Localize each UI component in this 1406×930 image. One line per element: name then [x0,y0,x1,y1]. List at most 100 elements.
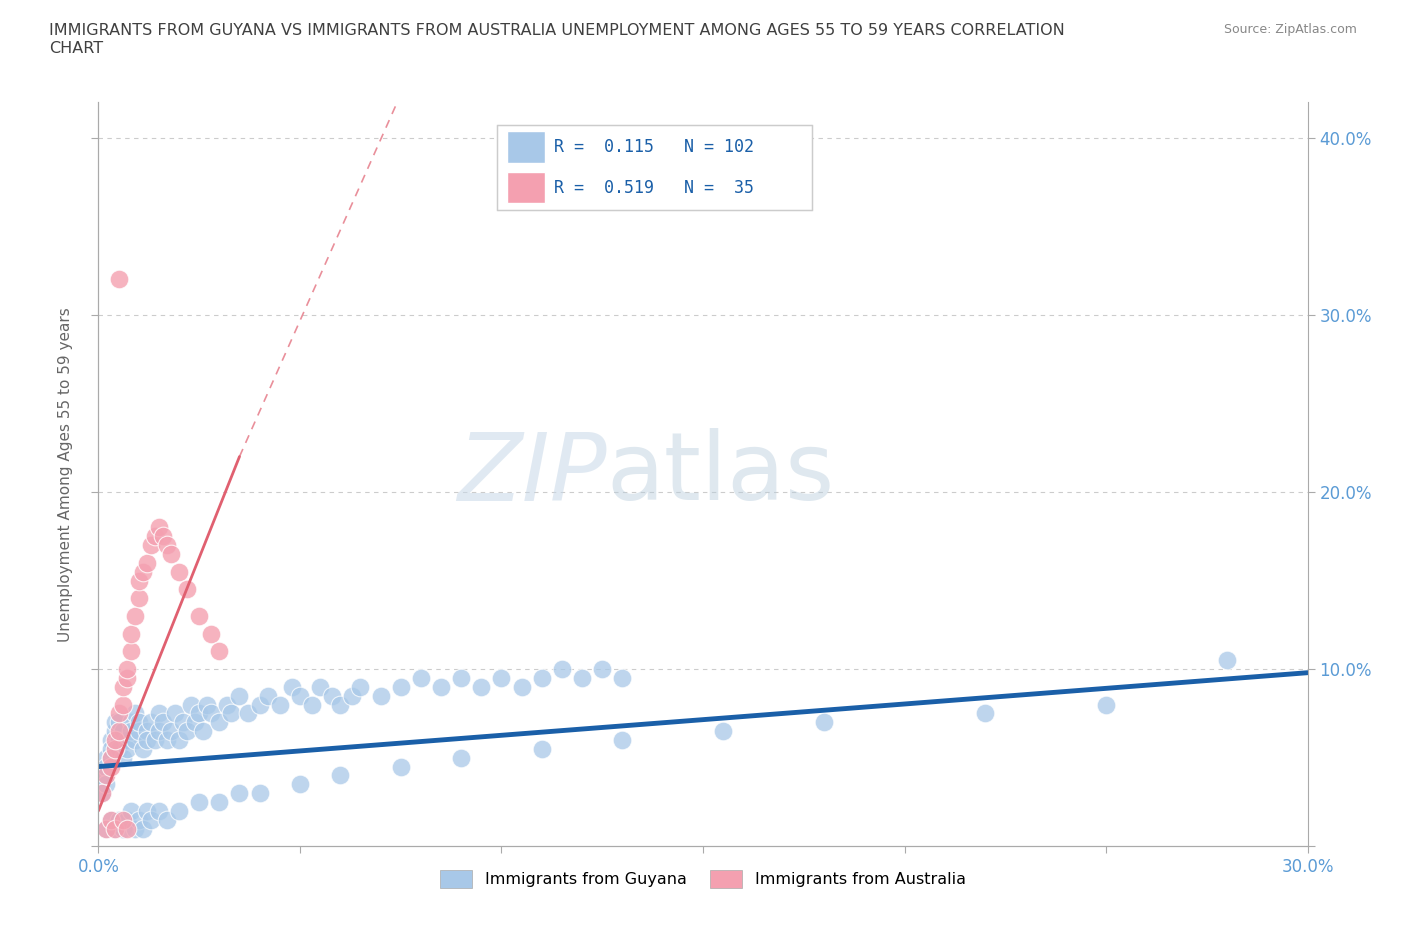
Point [309,680,332,695]
Point [132,741,155,756]
Point [551,662,574,677]
Point [115,741,138,756]
Point [100,733,122,748]
Point [103,715,125,730]
Point [236,706,259,721]
Point [143,733,166,748]
Point [100,812,122,827]
Point [208,644,231,658]
Point [342,688,364,703]
Point [111,812,134,827]
Legend: Immigrants from Guyana, Immigrants from Australia: Immigrants from Guyana, Immigrants from … [433,864,973,894]
Point [176,582,198,597]
Point [120,644,142,658]
Point [143,529,166,544]
Point [193,724,215,738]
Point [591,662,613,677]
Point [115,662,138,677]
Point [115,812,138,827]
Point [139,538,162,552]
Point [111,724,134,738]
Point [120,715,142,730]
Point [107,272,129,286]
Point [91,768,114,783]
Point [103,821,125,836]
Point [115,733,138,748]
Point [228,688,250,703]
Point [128,573,150,588]
Point [163,706,186,721]
Point [156,733,179,748]
Point [450,751,472,765]
Point [124,706,146,721]
Point [107,741,129,756]
Point [135,555,157,570]
Point [329,768,352,783]
Point [96,777,118,791]
Point [100,741,122,756]
Point [249,698,271,712]
Point [1216,653,1239,668]
Point [124,608,146,623]
Point [115,671,138,685]
Text: IMMIGRANTS FROM GUYANA VS IMMIGRANTS FROM AUSTRALIA UNEMPLOYMENT AMONG AGES 55 T: IMMIGRANTS FROM GUYANA VS IMMIGRANTS FRO… [49,23,1064,56]
Point [370,688,392,703]
Point [111,821,134,836]
Point [107,724,129,738]
Point [711,724,734,738]
Point [152,529,174,544]
Point [188,608,211,623]
Point [120,804,142,818]
Point [612,733,634,748]
Point [1095,698,1118,712]
Point [107,706,129,721]
Point [249,786,271,801]
Point [135,733,157,748]
Point [111,680,134,695]
Point [148,804,170,818]
Point [156,812,179,827]
Point [208,715,231,730]
Text: ZIP: ZIP [457,429,606,520]
Point [103,821,125,836]
Point [281,680,304,695]
Point [167,733,190,748]
Point [120,724,142,738]
Point [100,759,122,774]
Point [128,812,150,827]
Point [128,591,150,605]
Point [156,538,179,552]
Point [135,804,157,818]
Point [389,759,412,774]
Point [217,698,239,712]
Point [128,715,150,730]
Point [96,821,118,836]
Point [148,706,170,721]
Point [329,698,352,712]
Point [349,680,371,695]
Point [813,715,835,730]
Point [288,777,311,791]
Point [111,751,134,765]
Point [91,786,114,801]
Point [256,688,278,703]
Point [470,680,492,695]
Point [172,715,194,730]
Point [152,715,174,730]
Point [612,671,634,685]
Point [115,821,138,836]
Point [200,706,222,721]
Point [288,688,311,703]
Point [128,724,150,738]
Point [184,715,207,730]
Point [96,751,118,765]
Point [111,698,134,712]
Point [148,724,170,738]
Point [132,821,155,836]
Point [221,706,243,721]
Point [301,698,323,712]
Point [124,733,146,748]
Point [188,794,211,809]
Point [167,804,190,818]
Point [96,821,118,836]
